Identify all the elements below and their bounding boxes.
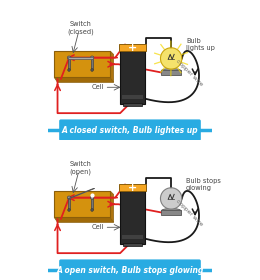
Bar [91,198,93,209]
Text: +: + [128,43,137,53]
Circle shape [68,69,70,71]
Bar [122,103,142,106]
Circle shape [160,48,182,69]
Text: A closed switch, Bulb lightes up: A closed switch, Bulb lightes up [62,126,198,135]
Polygon shape [54,77,114,82]
Bar [68,58,70,69]
Text: Cell: Cell [91,84,104,90]
Text: Switch
(open): Switch (open) [70,161,92,175]
Circle shape [67,196,71,199]
Polygon shape [110,191,114,222]
Circle shape [90,56,94,59]
Bar [161,210,181,215]
Circle shape [91,209,93,211]
Circle shape [90,196,94,199]
Text: Bulb stops
glowing: Bulb stops glowing [186,178,221,191]
Bar [161,70,181,75]
Polygon shape [110,51,114,82]
Circle shape [160,188,182,209]
Text: +: + [128,183,137,193]
Circle shape [68,209,70,211]
Polygon shape [54,191,110,217]
Text: copper wire: copper wire [175,198,204,227]
Text: A open switch, Bulb stops glowing: A open switch, Bulb stops glowing [56,266,204,275]
FancyBboxPatch shape [59,259,201,280]
Text: Switch
(closed): Switch (closed) [67,21,94,35]
Bar [119,185,146,191]
Bar [122,95,143,99]
Circle shape [91,69,93,71]
FancyBboxPatch shape [59,119,201,141]
Polygon shape [54,217,114,222]
Bar [122,243,142,246]
Text: copper wire: copper wire [175,58,204,87]
Bar [119,45,146,51]
Ellipse shape [161,209,181,213]
Polygon shape [54,51,110,77]
Bar [122,235,143,239]
Polygon shape [68,189,95,199]
Text: Cell: Cell [91,224,104,230]
Ellipse shape [161,69,181,73]
Bar [68,198,70,209]
Circle shape [67,56,71,59]
Polygon shape [68,57,93,59]
Text: Bulb
lights up: Bulb lights up [186,38,215,51]
Bar [120,51,145,104]
Bar [91,58,93,69]
Bar [120,191,145,244]
